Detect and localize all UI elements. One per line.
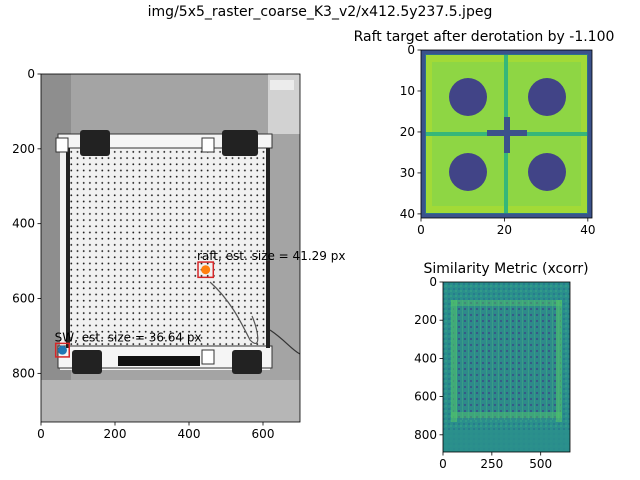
- similarity-title: Similarity Metric (xcorr): [423, 261, 588, 277]
- marker-point: [201, 265, 211, 275]
- y-tick-label: 200: [414, 313, 437, 327]
- marker-label: SW, est. size = 36.64 px: [55, 330, 202, 344]
- photo-ticks: 0 200 400 600 0 200 400 600 800: [12, 67, 274, 441]
- x-tick-label: 500: [529, 457, 552, 471]
- figure-title: img/5x5_raster_coarse_K3_v2/x412.5y237.5…: [148, 4, 493, 20]
- y-tick-label: 40: [400, 207, 415, 221]
- x-tick-label: 20: [497, 223, 512, 237]
- x-tick-label: 400: [178, 427, 201, 441]
- y-tick-label: 0: [429, 275, 437, 289]
- raft-target-image: [421, 50, 592, 218]
- y-tick-label: 600: [414, 390, 437, 404]
- x-tick-label: 200: [104, 427, 127, 441]
- photo-image: [41, 74, 300, 422]
- similarity-image: [443, 282, 570, 452]
- y-tick-label: 0: [407, 43, 415, 57]
- photo-markers: raft, est. size = 41.29 px SW, est. size …: [54, 249, 345, 358]
- similarity-ticks: 0 250 500 0 200 400 600 800: [414, 275, 552, 471]
- y-tick-label: 10: [400, 84, 415, 98]
- y-tick-label: 800: [12, 366, 35, 380]
- raft-target-axes: Raft target after derotation by -1.100 0…: [354, 29, 615, 237]
- y-tick-label: 20: [400, 125, 415, 139]
- similarity-axes: Similarity Metric (xcorr) 0 250 500 0 200 400…: [414, 261, 588, 471]
- x-tick-label: 0: [417, 223, 425, 237]
- y-tick-label: 800: [414, 428, 437, 442]
- y-tick-label: 400: [12, 217, 35, 231]
- y-tick-label: 0: [27, 67, 35, 81]
- x-tick-label: 0: [37, 427, 45, 441]
- x-tick-label: 0: [439, 457, 447, 471]
- marker-box: [54, 342, 70, 358]
- raft-target-title: Raft target after derotation by -1.100: [354, 29, 615, 45]
- y-tick-label: 400: [414, 351, 437, 365]
- marker-label: raft, est. size = 41.29 px: [197, 249, 345, 263]
- x-tick-label: 250: [480, 457, 503, 471]
- y-tick-label: 600: [12, 292, 35, 306]
- photo-axes: raft, est. size = 41.29 px SW, est. size …: [12, 67, 345, 441]
- y-tick-label: 200: [12, 142, 35, 156]
- y-tick-label: 30: [400, 166, 415, 180]
- x-tick-label: 600: [252, 427, 275, 441]
- x-tick-label: 40: [580, 223, 595, 237]
- marker-box: [197, 261, 215, 279]
- marker-point: [57, 345, 67, 355]
